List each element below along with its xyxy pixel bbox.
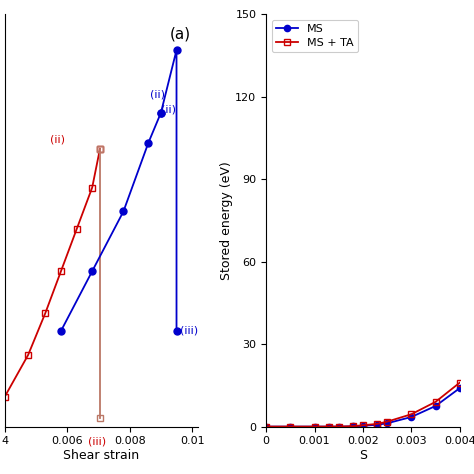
Y-axis label: Stored energy (eV): Stored energy (eV)	[219, 161, 233, 280]
Line: MS: MS	[263, 385, 463, 430]
MS + TA	[312, 424, 318, 429]
MS + TA	[326, 424, 332, 429]
Line: MS + TA: MS + TA	[263, 380, 463, 430]
Text: (iii): (iii)	[88, 437, 106, 447]
MS + TA	[384, 419, 390, 425]
MS	[288, 424, 293, 429]
Text: (iii): (iii)	[180, 326, 198, 336]
MS + TA	[457, 380, 463, 385]
X-axis label: S: S	[359, 449, 367, 462]
MS + TA	[360, 422, 366, 428]
Text: (ii): (ii)	[50, 135, 65, 145]
Legend: MS, MS + TA: MS, MS + TA	[272, 20, 358, 52]
X-axis label: Shear strain: Shear strain	[64, 449, 140, 462]
Text: (a): (a)	[170, 27, 191, 42]
MS	[312, 424, 318, 429]
MS	[384, 420, 390, 426]
Text: (ii): (ii)	[150, 90, 165, 100]
MS	[263, 424, 269, 429]
MS	[360, 423, 366, 428]
MS	[457, 385, 463, 391]
MS	[350, 423, 356, 429]
MS	[409, 414, 414, 420]
MS	[326, 424, 332, 429]
MS + TA	[263, 424, 269, 429]
MS + TA	[350, 423, 356, 429]
MS	[374, 422, 380, 428]
Text: (ii): (ii)	[161, 105, 176, 115]
MS + TA	[336, 424, 342, 429]
MS + TA	[433, 399, 438, 405]
MS	[433, 403, 438, 409]
MS + TA	[288, 424, 293, 429]
MS + TA	[409, 411, 414, 417]
MS	[336, 424, 342, 429]
MS + TA	[374, 421, 380, 427]
